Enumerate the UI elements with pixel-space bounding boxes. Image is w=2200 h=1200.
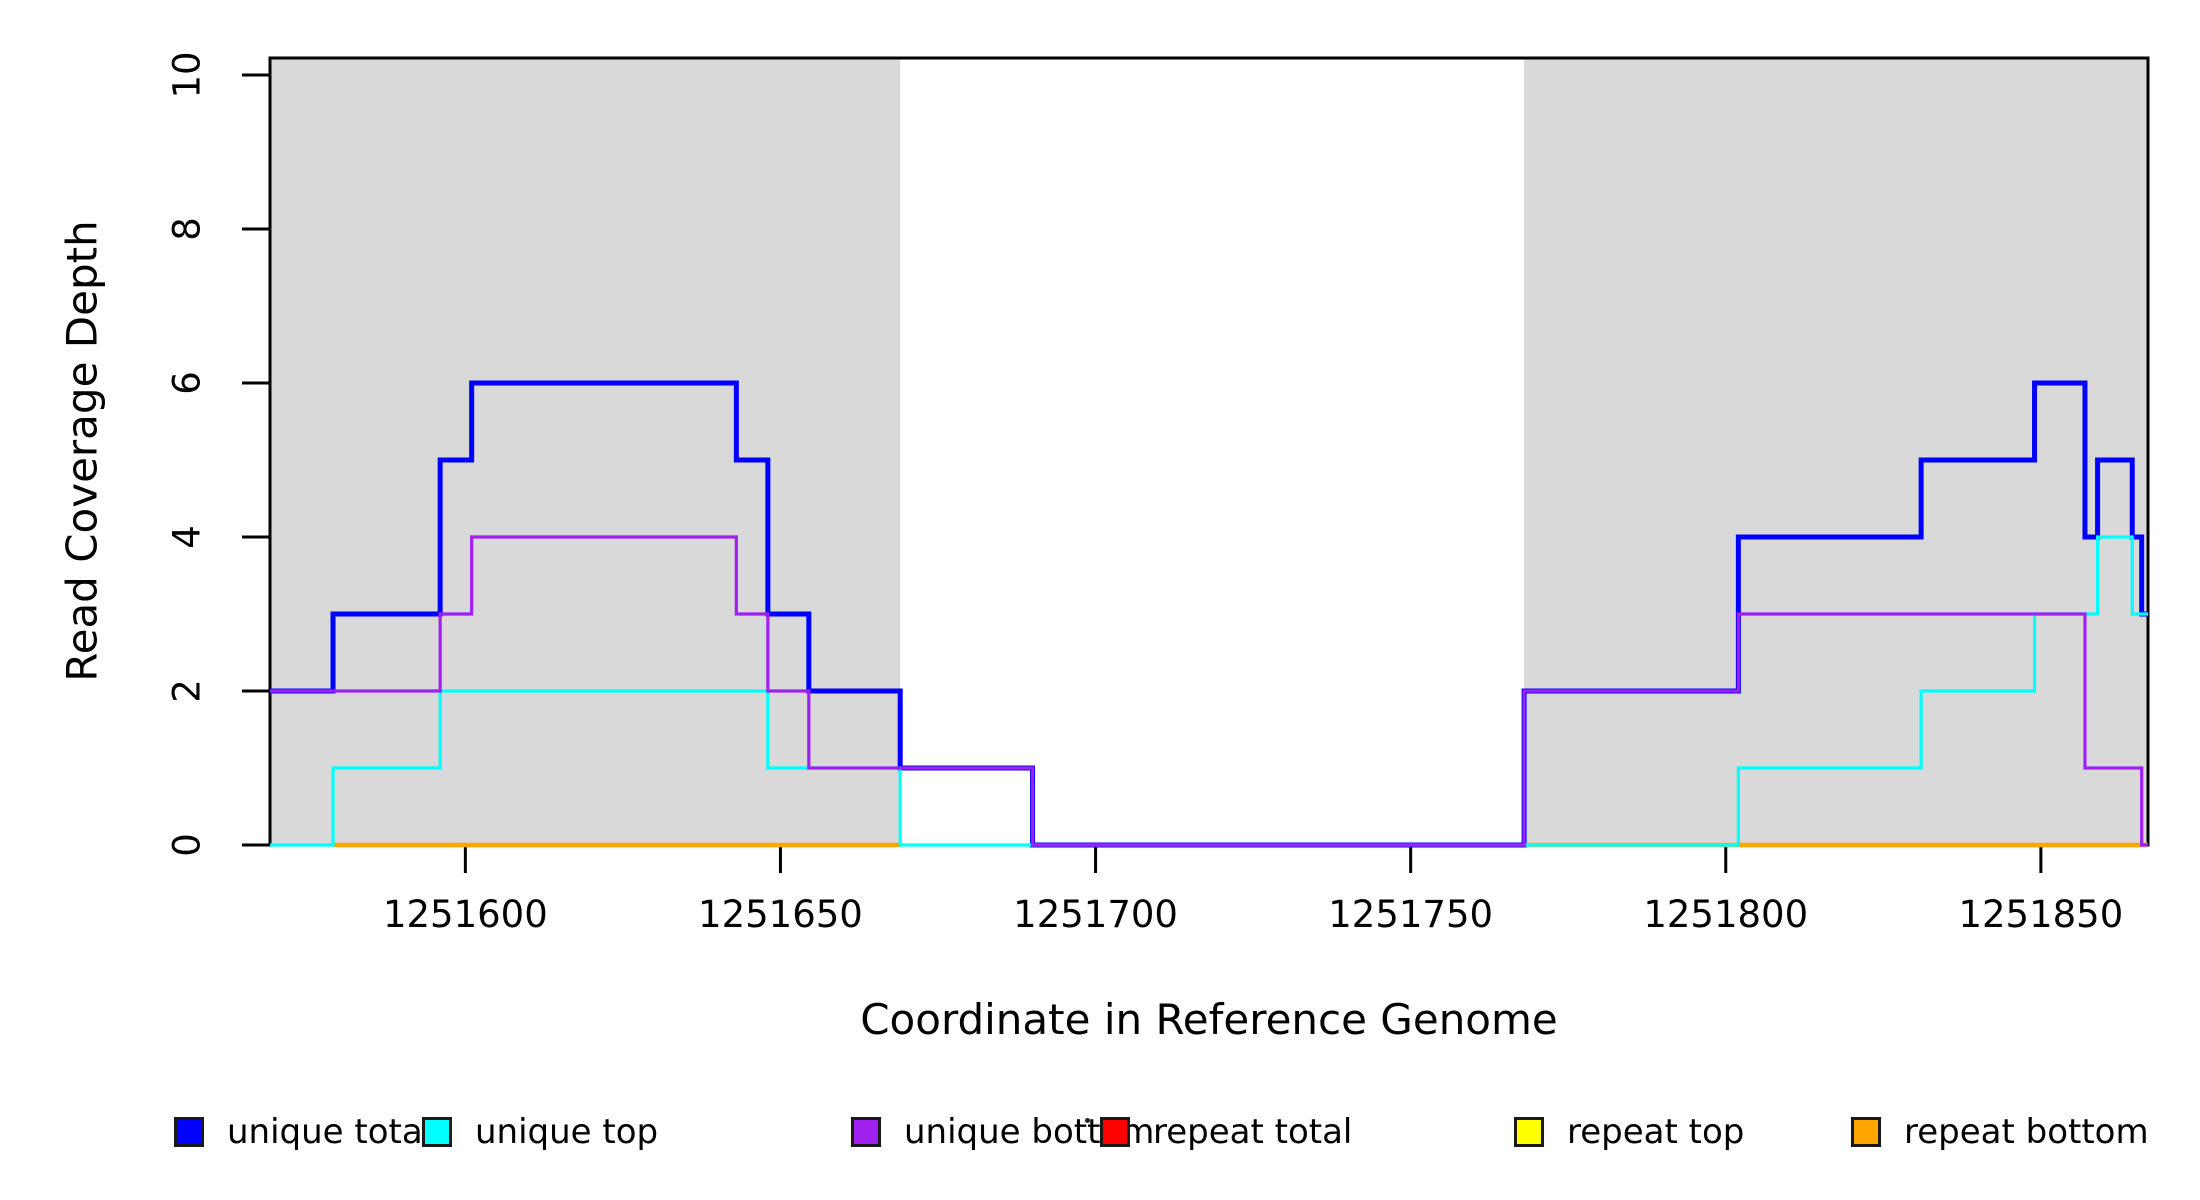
x-tick-label: 1251750 [1328, 893, 1494, 936]
y-axis-title: Read Coverage Depth [57, 220, 107, 682]
repeat-bottom-swatch-icon [1851, 1117, 1881, 1147]
legend-item-repeat-bottom: repeat bottom [1851, 1112, 2149, 1152]
x-tick-label: 1251850 [1958, 893, 2124, 936]
unique-total-swatch-icon [174, 1117, 204, 1147]
legend-label: unique total [227, 1112, 433, 1152]
legend-label: repeat total [1153, 1112, 1353, 1152]
legend-label: repeat top [1567, 1112, 1745, 1152]
repeat-region-shade [270, 58, 901, 845]
series-line-unique-top [270, 535, 2148, 847]
y-tick-label: 8 [165, 217, 209, 241]
legend-label: unique top [475, 1112, 659, 1152]
y-tick-label: 4 [165, 525, 209, 549]
unique-bottom-swatch-icon [851, 1117, 881, 1147]
y-tick-label: 2 [165, 679, 209, 703]
legend-stray-dot [1085, 1118, 1090, 1123]
x-tick-label: 1251800 [1643, 893, 1809, 936]
legend-item-repeat-total: repeat total [1100, 1112, 1352, 1152]
unique-top-swatch-icon [422, 1117, 452, 1147]
y-tick-label: 10 [165, 51, 209, 99]
x-tick-label: 1251650 [698, 893, 863, 936]
legend-label: repeat bottom [1904, 1112, 2149, 1152]
legend-item-unique-top: unique top [422, 1112, 658, 1152]
repeat-total-swatch-icon [1100, 1117, 1130, 1147]
series-line-unique-bottom [270, 535, 2148, 847]
y-tick-label: 0 [165, 833, 209, 857]
legend-item-repeat-top: repeat top [1514, 1112, 1744, 1152]
legend-item-unique-total: unique total [174, 1112, 432, 1152]
x-tick-label: 1251700 [1013, 893, 1178, 936]
y-tick-label: 6 [165, 371, 209, 395]
repeat-region-shade [1524, 58, 2148, 845]
x-axis-title: Coordinate in Reference Genome [860, 995, 1558, 1044]
x-tick-label: 1251600 [382, 893, 548, 936]
repeat-top-swatch-icon [1514, 1117, 1544, 1147]
